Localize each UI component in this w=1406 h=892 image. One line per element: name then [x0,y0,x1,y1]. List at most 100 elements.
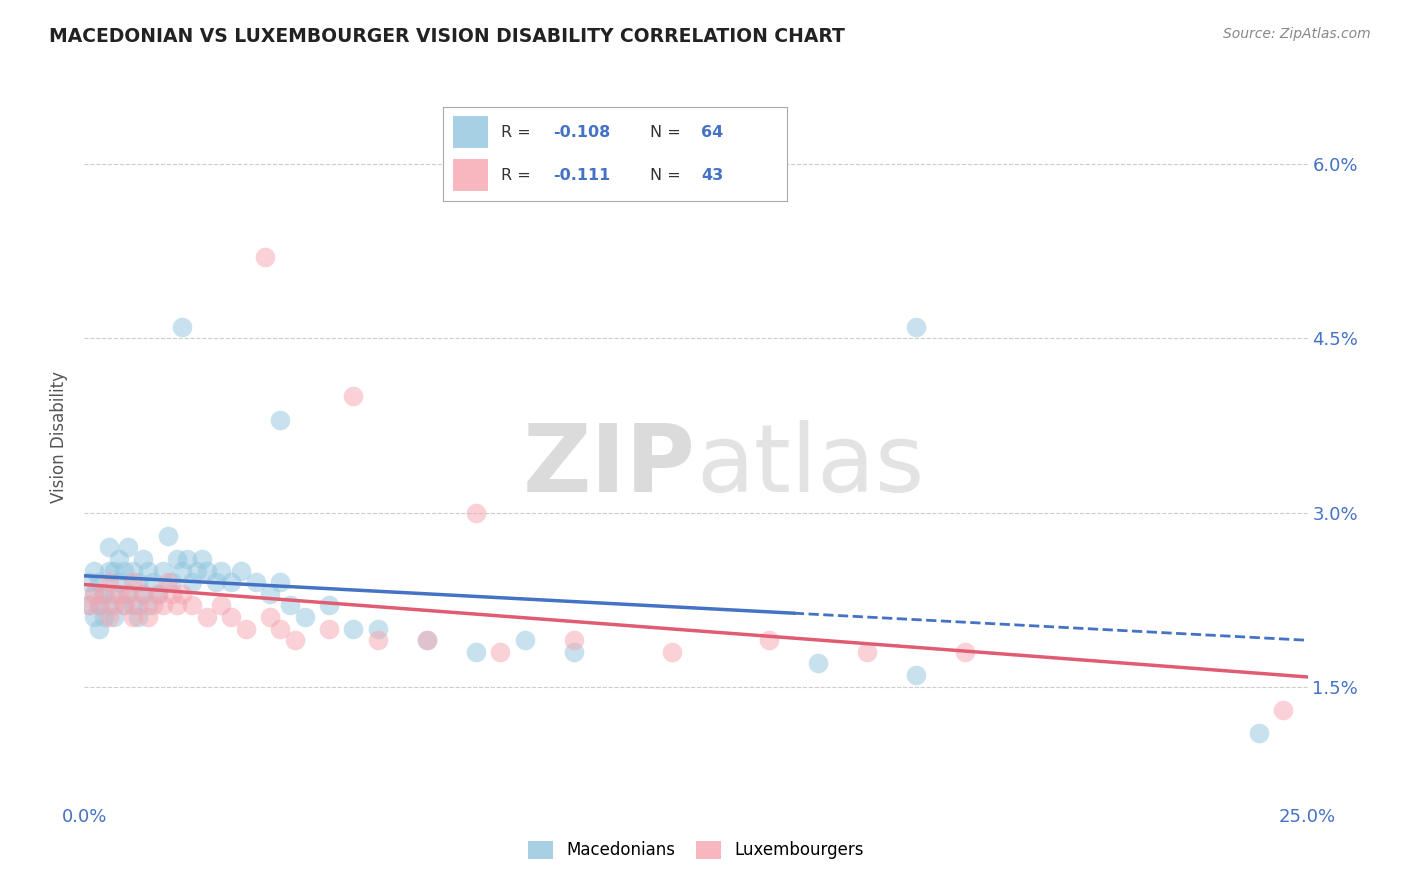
Point [132,587,155,601]
Point [219,575,242,590]
Point [87,575,110,590]
Point [172,319,194,334]
Bar [453,160,488,191]
Point [127,599,149,613]
Point [1272,703,1295,717]
Point [318,599,340,613]
Text: N =: N = [650,168,686,183]
Point [162,587,184,601]
Point [122,610,145,624]
Text: MACEDONIAN VS LUXEMBOURGER VISION DISABILITY CORRELATION CHART: MACEDONIAN VS LUXEMBOURGER VISION DISABI… [49,27,845,45]
Point [416,633,439,648]
Point [367,633,389,648]
Point [146,587,169,601]
Point [172,564,194,578]
Point [97,610,120,624]
Text: -0.111: -0.111 [553,168,610,183]
Point [77,599,100,613]
Point [112,599,135,613]
Point [87,622,110,636]
Point [87,599,110,613]
Y-axis label: Vision Disability: Vision Disability [51,371,69,503]
Point [342,389,364,403]
Point [136,610,159,624]
Point [152,599,174,613]
Point [146,587,169,601]
Point [235,622,257,636]
Point [259,587,281,601]
Point [103,610,125,624]
Point [186,564,208,578]
Point [122,575,145,590]
Point [513,633,536,648]
Point [83,587,105,601]
Point [856,645,879,659]
Point [103,587,125,601]
Point [93,587,115,601]
Point [416,633,439,648]
Point [269,575,291,590]
Point [905,668,928,682]
Point [172,587,194,601]
Point [97,575,120,590]
Text: N =: N = [650,125,686,140]
Text: R =: R = [502,125,536,140]
Point [205,575,228,590]
Point [103,564,125,578]
Point [661,645,683,659]
Text: 43: 43 [702,168,724,183]
Point [152,564,174,578]
Point [905,319,928,334]
Point [195,610,218,624]
Point [229,564,252,578]
Point [136,564,159,578]
Point [112,564,135,578]
Point [77,599,100,613]
Point [191,552,214,566]
Point [97,599,120,613]
Point [136,599,159,613]
Point [83,564,105,578]
Point [284,633,307,648]
Point [367,622,389,636]
Point [562,633,585,648]
Point [142,575,165,590]
Point [209,564,232,578]
Point [162,575,184,590]
Point [127,610,149,624]
Point [269,622,291,636]
Point [87,599,110,613]
Point [294,610,316,624]
Point [83,587,105,601]
Point [181,575,204,590]
Point [122,599,145,613]
Text: Source: ZipAtlas.com: Source: ZipAtlas.com [1223,27,1371,41]
Point [464,645,486,659]
Point [132,552,155,566]
Legend: Macedonians, Luxembourgers: Macedonians, Luxembourgers [520,832,872,868]
Point [117,541,139,555]
Point [166,599,188,613]
Point [758,633,780,648]
Point [318,622,340,636]
Point [107,575,129,590]
Point [278,599,301,613]
Text: 64: 64 [702,125,724,140]
Text: R =: R = [502,168,536,183]
Point [127,575,149,590]
Point [103,599,125,613]
Point [176,552,198,566]
Point [93,587,115,601]
Point [269,412,291,426]
Point [97,564,120,578]
Point [1247,726,1270,740]
Point [464,506,486,520]
Point [77,575,100,590]
Point [132,587,155,601]
Point [245,575,267,590]
Point [122,564,145,578]
Point [209,599,232,613]
Point [195,564,218,578]
Point [107,587,129,601]
Point [562,645,585,659]
